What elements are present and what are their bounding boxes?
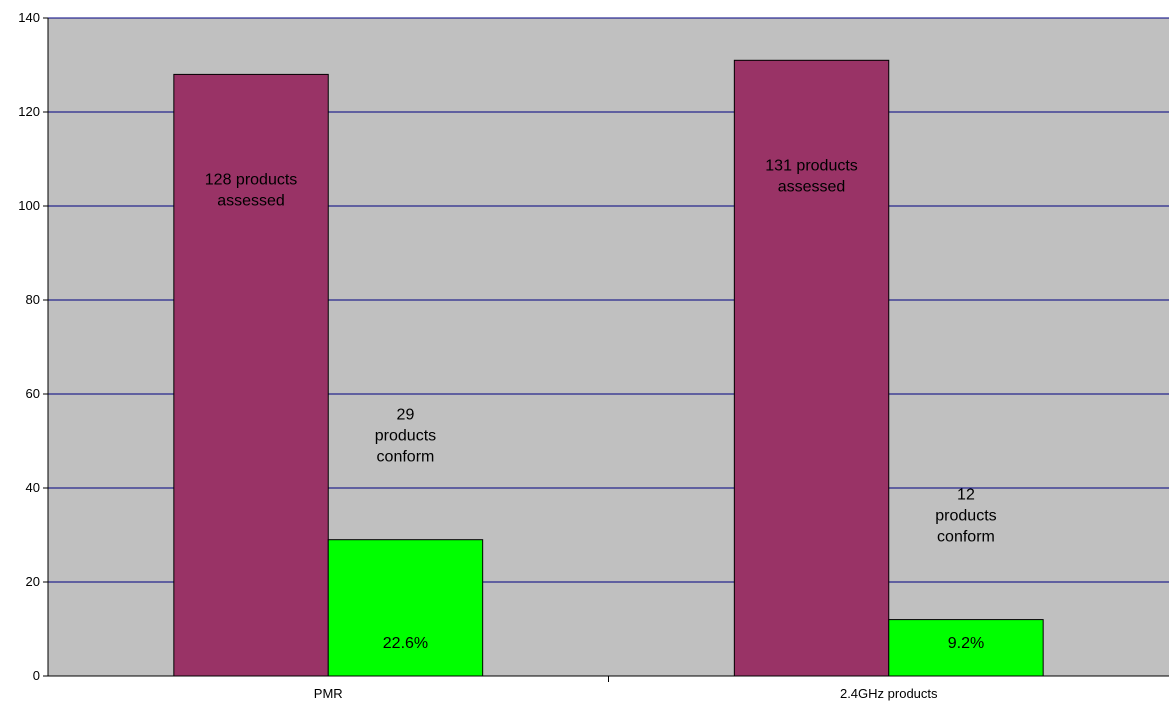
bar-annotation-line: products — [935, 508, 996, 525]
y-tick-label: 140 — [18, 10, 40, 25]
bar — [173, 73, 329, 677]
y-tick-label: 20 — [26, 574, 40, 589]
bar — [733, 59, 890, 677]
x-tick-label: PMR — [314, 686, 343, 701]
y-tick-label: 120 — [18, 104, 40, 119]
bar-annotation-line: 12 — [957, 487, 975, 504]
bars — [173, 59, 1044, 677]
bar-annotation: 22.6% — [383, 635, 428, 652]
y-tick-label: 80 — [26, 292, 40, 307]
bar-annotation-line: conform — [937, 529, 995, 546]
y-axis-ticks: 0 20 40 60 80 100 120 140 — [18, 10, 49, 683]
bar — [327, 539, 484, 677]
bar-annotation: 128 products assessed — [205, 171, 298, 209]
y-tick-label: 0 — [33, 668, 40, 683]
bar-annotation-line: products — [375, 428, 436, 445]
y-tick-label: 40 — [26, 480, 40, 495]
y-tick-label: 100 — [18, 198, 40, 213]
x-axis: PMR 2.4GHz products — [48, 675, 1169, 701]
bar-annotation-line: 29 — [397, 407, 415, 424]
bar-annotation: 12 products conform — [935, 487, 996, 546]
x-tick-label: 2.4GHz products — [840, 686, 938, 701]
bar-annotation-line: 22.6% — [383, 635, 428, 652]
bar-annotation-line: conform — [377, 449, 435, 466]
bar-annotation-line: 9.2% — [948, 635, 984, 652]
bar-annotation-line: 131 products — [765, 157, 858, 174]
bar-annotation-line: assessed — [778, 178, 846, 195]
bar-annotation-line: assessed — [217, 192, 285, 209]
bar-annotation: 131 products assessed — [765, 157, 858, 195]
y-tick-label: 60 — [26, 386, 40, 401]
bar — [888, 619, 1044, 677]
bar-annotation-line: 128 products — [205, 171, 298, 188]
bar-annotation: 9.2% — [948, 635, 984, 652]
bar-labels: 128 products assessed 131 products assessed… — [205, 157, 997, 652]
bar-annotation: 29 products conform — [375, 407, 436, 466]
